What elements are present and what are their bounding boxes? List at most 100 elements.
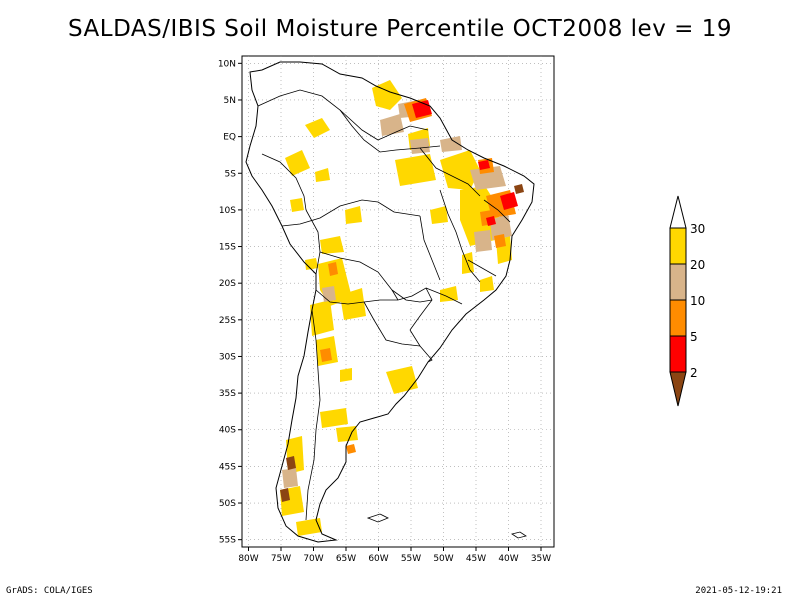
lat-label: 45S [219,462,236,472]
footer-credit: GrADS: COLA/IGES [6,586,93,596]
lat-label: 5N [224,96,236,106]
shade-patch [286,456,296,470]
border-line [483,199,511,223]
south-america-outline [245,61,535,543]
border-line [425,287,463,305]
shade-patch [305,118,330,138]
lat-label: EQ [223,133,236,143]
border-line [281,199,421,227]
shade-patch [500,192,518,210]
border-line [319,251,399,301]
shade-patch [290,198,304,212]
lon-label: 80W [238,554,258,564]
colorbar-label: 5 [690,330,698,344]
lon-label: 45W [466,554,486,564]
shade-patch [340,288,366,320]
shade-patch [440,136,462,152]
border-line [366,513,389,523]
shade-patch [372,80,402,110]
shade-patch [310,300,334,336]
lat-label: 40S [219,426,236,436]
colorbar-legend: 30 20 10 5 2 [669,195,705,407]
shade-patch [296,518,322,536]
shade-patch [380,114,404,136]
border-line [257,89,379,141]
shade-patch [322,286,336,302]
shade-patch [410,138,430,154]
lon-label: 35W [531,554,551,564]
shade-patch [328,262,338,276]
border-line [419,147,481,197]
lat-label: 30S [219,352,236,362]
border-line [315,289,398,305]
country-borders [257,89,527,539]
shade-patch [440,286,458,302]
border-line [439,189,481,283]
shade-patch [486,216,496,226]
shade-patch [395,154,436,186]
lon-label: 75W [271,554,291,564]
shade-patch [305,258,318,270]
lat-label: 50S [219,499,236,509]
colorbar-top-arrow [669,195,687,229]
colorbar-box [669,335,687,373]
coastline [245,61,535,543]
footer-timestamp: 2021-05-12-19:21 [695,586,782,596]
shade-patch [470,166,506,190]
border-line [511,531,527,539]
map-title: SALDAS/IBIS Soil Moisture Percentile OCT… [68,16,732,42]
colorbar-box [669,299,687,337]
plot-frame [241,55,555,548]
border-line [397,287,433,331]
colorbar-box [669,227,687,265]
lat-label: 10N [218,59,236,69]
shade-patch [490,214,512,240]
colorbar-label: 10 [690,294,705,308]
shade-patch [285,150,310,176]
shade-patch [478,160,490,170]
colorbar-box [669,263,687,301]
border-line [419,215,441,281]
lon-label: 65W [336,554,356,564]
lat-label: 5S [225,169,237,179]
shade-patch [514,184,524,194]
lat-label: 20S [219,279,236,289]
shade-patch [474,230,492,252]
lon-label: 55W [401,554,421,564]
shade-patch [386,366,418,394]
colorbar-label: 2 [690,366,698,380]
shade-patch [345,206,362,224]
border-line [377,125,429,141]
shade-patch [440,150,480,190]
colorbar-label: 20 [690,258,705,272]
border-line [305,309,321,521]
shade-patch [480,276,494,292]
border-line [467,259,497,277]
shade-patch [430,206,448,224]
lon-label: 40W [498,554,518,564]
colorbar-label: 30 [690,222,705,236]
lon-label: 60W [368,554,388,564]
colorbar-bottom-arrow [669,371,687,407]
border-line [363,301,421,347]
soil-moisture-shading [280,80,524,536]
lat-label: 35S [219,389,236,399]
shade-patch [320,348,332,362]
border-line [409,329,433,363]
shade-patch [494,234,506,248]
shade-patch [320,236,344,254]
shade-patch [280,488,290,502]
lat-label: 55S [219,536,236,546]
lat-label: 10S [219,206,236,216]
border-line [261,153,307,211]
lon-label: 70W [303,554,323,564]
shade-patch [346,444,356,454]
border-line [305,209,321,275]
lat-label: 25S [219,316,236,326]
shade-patch [315,168,330,182]
shade-patch [320,408,348,428]
shade-patch [336,426,358,442]
shade-patch [340,368,352,382]
lat-label: 15S [219,243,236,253]
